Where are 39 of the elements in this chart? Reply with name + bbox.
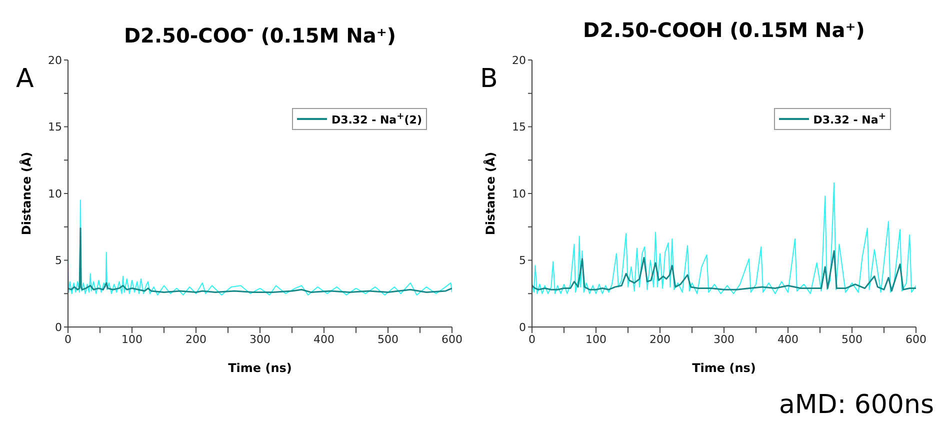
y-tick-label: 20 xyxy=(512,54,526,67)
x-tick-label: 100 xyxy=(122,332,142,346)
x-tick-label: 500 xyxy=(378,332,398,346)
y-tick-label: 5 xyxy=(55,254,62,268)
x-tick-label: 600 xyxy=(906,332,926,346)
x-tick-label: 400 xyxy=(314,332,334,346)
y-tick-label: 15 xyxy=(48,120,62,134)
y-tick-label: 15 xyxy=(512,120,526,134)
text: A xyxy=(16,64,34,94)
y-tick-label: 10 xyxy=(48,187,62,200)
y-tick-label: 20 xyxy=(48,54,62,67)
y-tick-label: 10 xyxy=(512,187,526,200)
legend-label: D3.32 - Na$^{+}$ xyxy=(813,111,886,127)
line-series xyxy=(68,200,452,296)
legend-label: D3.32 - Na$^{+}$(2) xyxy=(331,111,422,127)
y-axis-title: Distance (Å) xyxy=(482,152,498,236)
x-tick-label: 100 xyxy=(586,332,606,346)
chart-title: D2.50-COOH (0.15M Na⁺) xyxy=(582,17,866,44)
y-tick-label: 0 xyxy=(55,320,62,334)
x-tick-label: 300 xyxy=(250,332,270,346)
line-series xyxy=(68,227,452,294)
x-tick-label: 500 xyxy=(842,332,862,346)
text: B xyxy=(480,64,498,94)
y-tick-label: 5 xyxy=(519,254,526,268)
text: aMD: 600ns xyxy=(778,390,934,420)
x-tick-label: 400 xyxy=(778,332,798,346)
y-tick-label: 0 xyxy=(519,320,526,334)
x-tick-label: 0 xyxy=(528,332,536,346)
x-tick-label: 200 xyxy=(186,332,206,346)
x-tick-label: 200 xyxy=(650,332,670,346)
line-series xyxy=(532,182,916,294)
chart-title: D2.50-COO$^{-}$ (0.15M Na⁺) xyxy=(122,19,398,50)
x-tick-label: 0 xyxy=(64,332,72,346)
x-tick-label: 300 xyxy=(714,332,734,346)
x-tick-label: 600 xyxy=(442,332,462,346)
x-axis-title: Time (ns) xyxy=(692,361,756,375)
y-axis-title: Distance (Å) xyxy=(18,152,34,236)
line-series xyxy=(532,250,916,292)
x-axis-title: Time (ns) xyxy=(228,361,292,375)
